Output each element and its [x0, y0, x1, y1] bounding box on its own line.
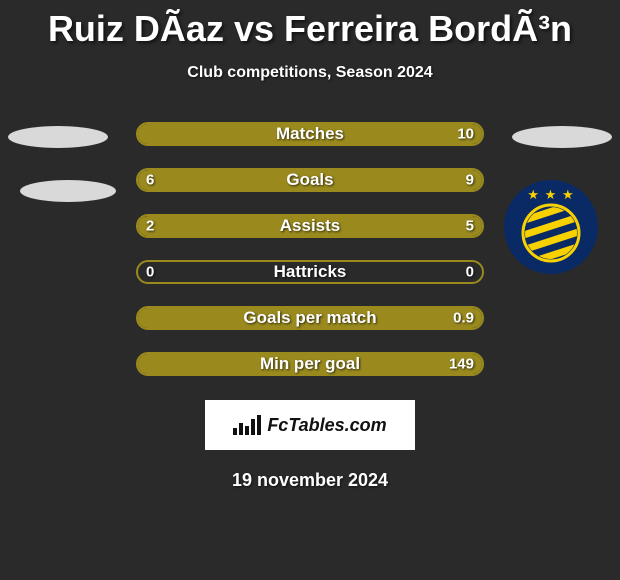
- date-label: 19 november 2024: [0, 470, 620, 491]
- left-team-placeholder-1: [8, 126, 108, 148]
- stat-value-left: 2: [146, 218, 154, 235]
- stat-bar-left-fill: [138, 170, 276, 190]
- stat-value-right: 149: [449, 356, 474, 373]
- stat-row: Goals 6 9: [136, 168, 484, 192]
- stat-row: Matches 10: [136, 122, 484, 146]
- right-team-placeholder: [512, 126, 612, 148]
- left-team-placeholder-2: [20, 180, 116, 202]
- stat-value-right: 5: [466, 218, 474, 235]
- stat-label: Goals: [286, 170, 333, 190]
- badge-stripes-icon: [514, 203, 588, 263]
- stat-value-left: 6: [146, 172, 154, 189]
- stat-value-left: 0: [146, 264, 154, 281]
- stat-label: Assists: [280, 216, 340, 236]
- stat-label: Matches: [276, 124, 344, 144]
- stat-label: Goals per match: [243, 308, 376, 328]
- branding-label: FcTables.com: [267, 415, 386, 436]
- comparison-card: Ruiz DÃ­az vs Ferreira BordÃ³n Club comp…: [0, 0, 620, 491]
- stat-row: Assists 2 5: [136, 214, 484, 238]
- stat-value-right: 0: [466, 264, 474, 281]
- stat-value-right: 10: [457, 126, 474, 143]
- subtitle: Club competitions, Season 2024: [0, 64, 620, 82]
- club-badge: ★ ★ ★: [504, 180, 598, 274]
- stat-value-right: 0.9: [453, 310, 474, 327]
- stat-label: Min per goal: [260, 354, 360, 374]
- stat-bar-right-fill: [238, 216, 482, 236]
- stat-label: Hattricks: [274, 262, 347, 282]
- badge-stars: ★ ★ ★: [527, 187, 574, 203]
- page-title: Ruiz DÃ­az vs Ferreira BordÃ³n: [0, 0, 620, 50]
- stat-value-right: 9: [466, 172, 474, 189]
- branding-banner[interactable]: FcTables.com: [205, 400, 415, 450]
- stat-row: Goals per match 0.9: [136, 306, 484, 330]
- stat-row: Min per goal 149: [136, 352, 484, 376]
- stat-row: Hattricks 0 0: [136, 260, 484, 284]
- chart-icon: [233, 415, 261, 435]
